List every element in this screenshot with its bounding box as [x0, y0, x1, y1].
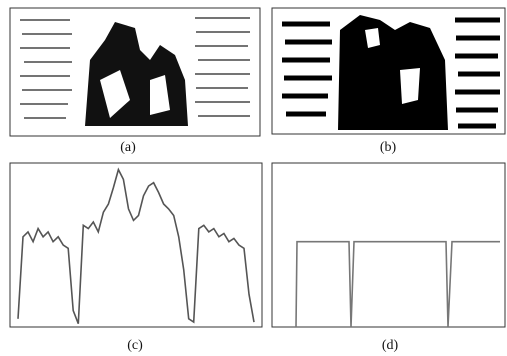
photo-highlight: [100, 70, 170, 118]
blob-hole: [365, 28, 420, 104]
blob-lines: [282, 17, 500, 129]
panel-label: (c): [127, 338, 143, 353]
panel-label: (a): [120, 140, 136, 155]
profile-line: [294, 240, 500, 328]
plot-frame: [271, 162, 506, 328]
plot-frame: [9, 162, 263, 328]
panel-label: (b): [380, 140, 397, 155]
panel-label: (d): [382, 338, 399, 353]
profile-line: [17, 167, 255, 324]
text-lines: [20, 17, 250, 119]
panel-b-image: [271, 7, 506, 135]
panel-a-image: [9, 7, 261, 137]
blob: [338, 15, 448, 130]
